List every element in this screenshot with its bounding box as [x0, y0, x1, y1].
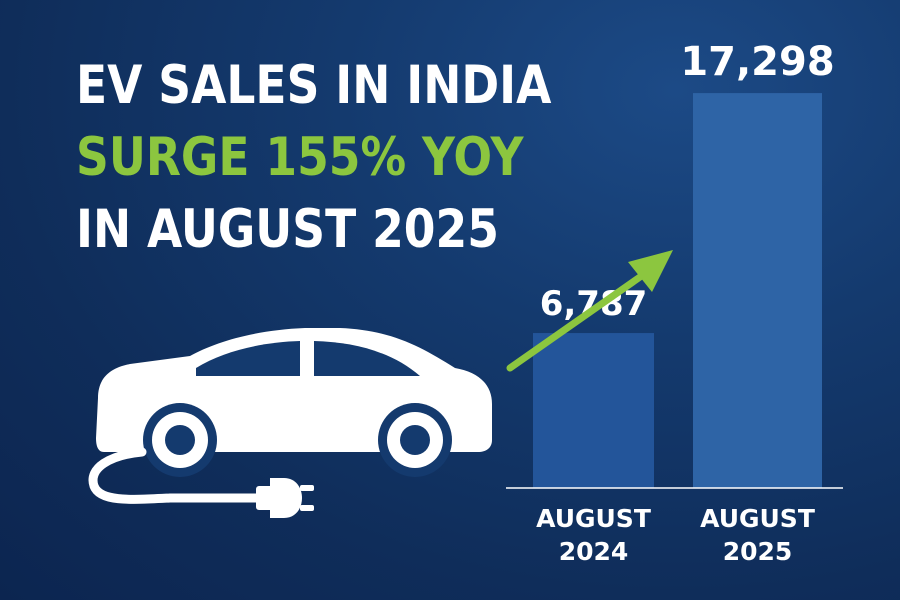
tick-labels-group: AUGUST 2024 AUGUST 2025 — [536, 504, 815, 566]
headline-line-2: SURGE 155% YOY — [76, 127, 524, 188]
bars-group — [533, 93, 822, 489]
x-tick-label: AUGUST — [700, 504, 815, 533]
trend-arrow-head — [628, 250, 673, 292]
bar-august-2025 — [693, 93, 822, 489]
trend-arrow-icon — [506, 250, 673, 372]
bar-value-label: 6,787 — [540, 284, 648, 324]
headline: EV SALES IN INDIA SURGE 155% YOY IN AUGU… — [76, 50, 551, 266]
headline-line-1: EV SALES IN INDIA — [76, 55, 552, 116]
value-labels-group: 6,787 17,298 — [540, 39, 835, 324]
x-tick-label: 2024 — [559, 537, 629, 566]
plug-icon — [256, 478, 314, 518]
x-tick-label: 2025 — [723, 537, 793, 566]
bar-august-2024 — [533, 333, 654, 488]
x-tick-label: AUGUST — [536, 504, 651, 533]
trend-arrow-shaft — [506, 266, 654, 372]
car-wheels — [143, 403, 452, 477]
bar-value-label: 17,298 — [680, 39, 834, 85]
headline-line-3: IN AUGUST 2025 — [76, 199, 499, 260]
